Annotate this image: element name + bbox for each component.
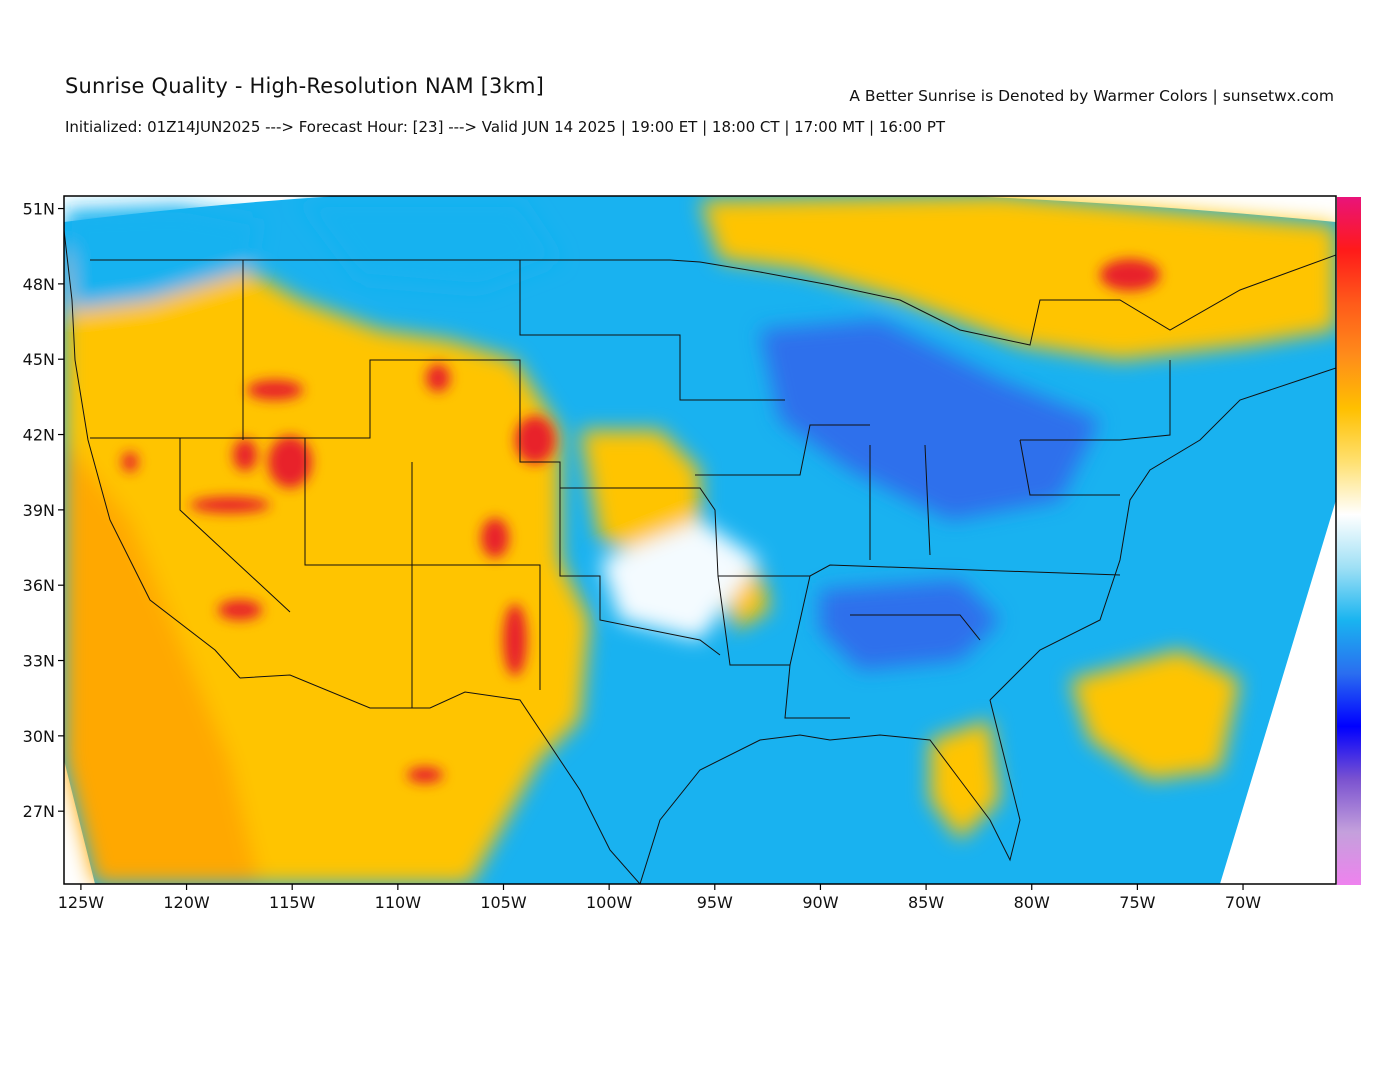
lon-tick-label: 110W	[375, 893, 422, 912]
lon-tick-label: 90W	[802, 893, 838, 912]
lon-tick-label: 115W	[269, 893, 316, 912]
mexico-border	[239, 674, 641, 884]
plains-warm-patch	[580, 430, 700, 560]
east-coast	[989, 367, 1336, 701]
us-canada-border	[90, 254, 1336, 346]
montana-cool	[300, 200, 560, 290]
lon-tick-label: 80W	[1014, 893, 1050, 912]
chart-title: Sunrise Quality - High-Resolution NAM [3…	[65, 74, 544, 98]
lat-tick-label: 27N	[23, 802, 55, 821]
lat-tick-label: 42N	[23, 426, 55, 445]
lat-tick-label: 48N	[23, 275, 55, 294]
lat-tick-label: 33N	[23, 652, 55, 671]
lat-tick-label: 45N	[23, 350, 55, 369]
credit-text: A Better Sunrise is Denoted by Warmer Co…	[849, 87, 1334, 105]
plot-frame	[63, 195, 1337, 885]
lat-tick-label: 51N	[23, 200, 55, 219]
hotspot-new-mexico	[503, 604, 527, 676]
hotspot-wyoming	[426, 364, 450, 392]
lon-tick-label: 70W	[1225, 893, 1261, 912]
chart-subtitle: Initialized: 01Z14JUN2025 ---> Forecast …	[65, 118, 946, 136]
hotspot-oregon	[122, 452, 138, 472]
political-boundaries	[64, 229, 1336, 884]
pacific-nw-cool	[64, 205, 260, 310]
hotspot-colorado-south	[481, 518, 509, 558]
hotspot-nevada-utah	[268, 436, 312, 488]
hotspot-colorado-north	[515, 416, 555, 464]
hotspot-nevada-band	[190, 497, 270, 513]
lon-tick-label: 120W	[163, 893, 210, 912]
lon-tick-label: 105W	[480, 893, 527, 912]
map-field	[64, 196, 1336, 884]
state-lines-west	[90, 260, 785, 708]
hotspot-great-basin	[233, 439, 257, 471]
lat-tick-label: 39N	[23, 501, 55, 520]
lat-tick-label: 30N	[23, 727, 55, 746]
lon-tick-label: 95W	[697, 893, 733, 912]
atlantic-warm-patch	[1070, 650, 1240, 780]
lon-tick-label: 100W	[586, 893, 633, 912]
hotspot-quebec	[1100, 259, 1160, 291]
lon-tick-label: 85W	[908, 893, 944, 912]
hotspot-california	[218, 600, 262, 620]
west-coast-orange	[64, 440, 260, 884]
west-coast	[64, 229, 241, 679]
great-lakes-blue	[760, 320, 1100, 520]
hotspot-idaho	[247, 380, 303, 400]
state-lines-central	[560, 424, 1121, 719]
colorbar	[1337, 197, 1361, 885]
state-lines-east	[1019, 360, 1171, 496]
white-haze-plains	[600, 520, 760, 640]
lat-tick-label: 36N	[23, 576, 55, 595]
lon-tick-label: 75W	[1119, 893, 1155, 912]
canada-warm-region	[700, 196, 1336, 360]
longitude-axis: 125W 120W 115W 110W 105W 100W 95W 90W 85W 80W 75W 7…	[58, 884, 1261, 912]
gulf-coast	[639, 699, 1021, 884]
latitude-axis: 51N 48N 45N 42N 39N 36N 33N 30N 27N	[23, 200, 64, 821]
lon-tick-label: 125W	[58, 893, 105, 912]
southeast-blue	[820, 580, 1000, 670]
hotspot-west-texas	[407, 767, 443, 783]
